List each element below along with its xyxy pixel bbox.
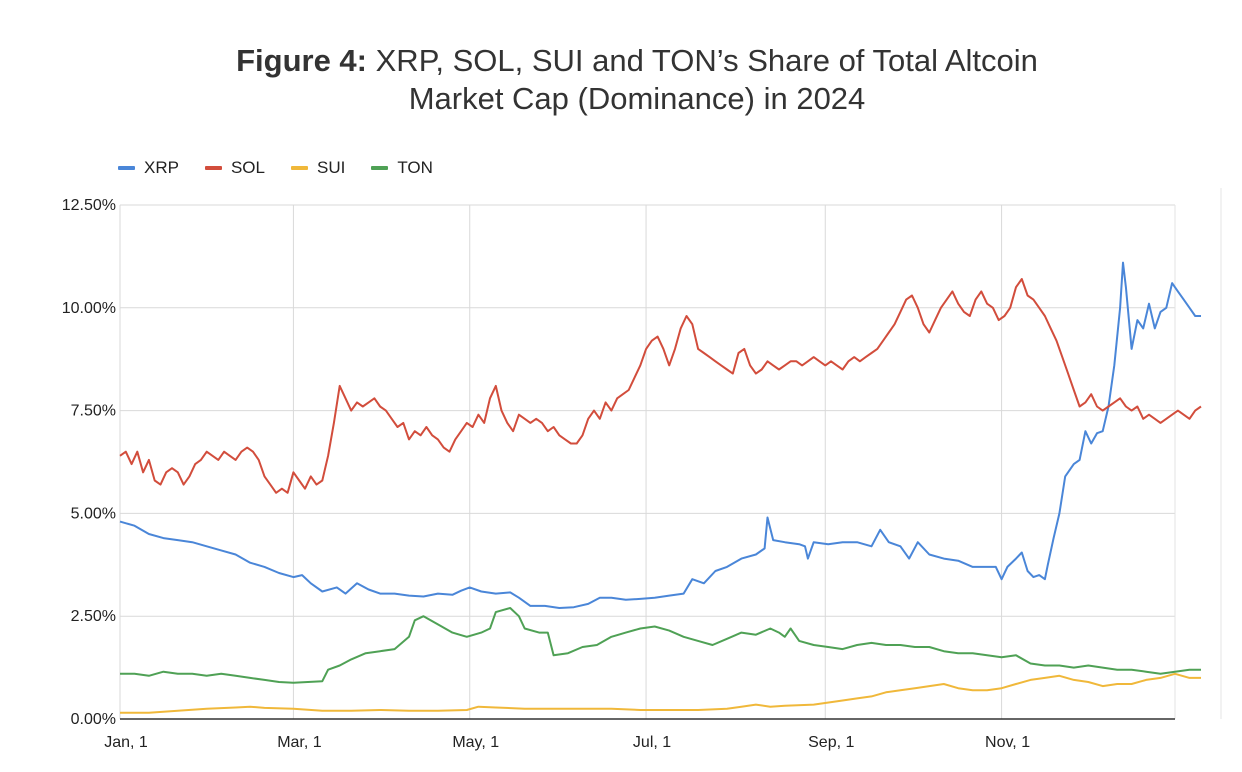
chart-legend: XRP SOL SUI TON	[118, 158, 433, 178]
chart-title-line-1: Figure 4: XRP, SOL, SUI and TON’s Share …	[0, 42, 1242, 80]
x-tick-label: Sep, 1	[808, 734, 854, 751]
chart-title: Figure 4: XRP, SOL, SUI and TON’s Share …	[0, 42, 1242, 118]
x-tick-label: May, 1	[452, 734, 499, 751]
legend-swatch-xrp	[118, 166, 135, 170]
series-line-sui	[120, 672, 1201, 714]
legend-label-sol: SOL	[230, 158, 265, 177]
legend-item-ton[interactable]: TON	[371, 158, 433, 178]
series-line-sol	[119, 278, 1202, 494]
legend-swatch-sui	[291, 166, 308, 170]
x-tick-label: Jan, 1	[104, 734, 148, 751]
chart-title-bold: Figure 4:	[236, 43, 367, 78]
grid-layer	[119, 188, 1222, 719]
legend-item-sui[interactable]: SUI	[291, 158, 345, 178]
y-tick-label: 2.50%	[71, 608, 116, 625]
series-layer	[119, 261, 1202, 714]
legend-label-ton: TON	[397, 158, 433, 177]
y-tick-label: 5.00%	[71, 505, 116, 522]
series-line-ton	[120, 607, 1201, 684]
y-tick-label: 12.50%	[62, 197, 116, 214]
x-tick-label: Mar, 1	[277, 734, 322, 751]
series-line-xrp	[119, 261, 1201, 609]
legend-item-sol[interactable]: SOL	[204, 158, 265, 178]
y-tick-label: 0.00%	[71, 711, 116, 728]
y-tick-label: 7.50%	[71, 403, 116, 420]
chart-title-line-2: Market Cap (Dominance) in 2024	[408, 81, 866, 116]
y-tick-label: 10.00%	[62, 300, 116, 317]
legend-label-xrp: XRP	[144, 158, 179, 177]
legend-swatch-sol	[204, 166, 222, 170]
legend-label-sui: SUI	[317, 158, 346, 177]
x-tick-label: Jul, 1	[633, 734, 671, 751]
x-tick-label: Nov, 1	[985, 734, 1030, 751]
legend-item-xrp[interactable]: XRP	[118, 158, 179, 178]
axis-layer: 0.00% 2.50% 5.00% 7.50% 10.00% 12.50% Jan, 1 Ma…	[62, 197, 1175, 751]
chart-title-text: XRP, SOL, SUI and TON’s Share of Total A…	[375, 43, 1038, 78]
legend-swatch-ton	[371, 166, 389, 170]
